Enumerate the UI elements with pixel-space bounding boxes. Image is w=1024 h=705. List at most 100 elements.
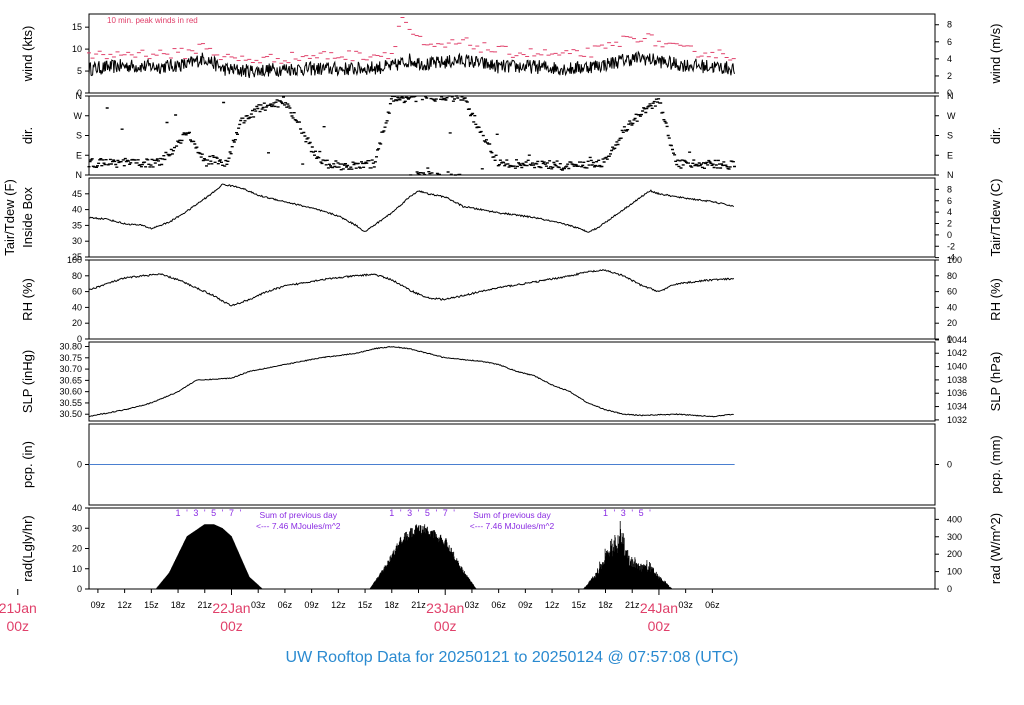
rad-hour-label: 1	[603, 508, 608, 518]
rh-series-line	[88, 269, 735, 307]
chart-title: UW Rooftop Data for 20250121 to 20250124…	[285, 649, 739, 666]
x-axis-date-time: 00z	[220, 618, 243, 634]
x-axis-tick-label: 03z	[251, 600, 266, 610]
rh-right-tick-label: 60	[947, 287, 957, 297]
x-axis-tick-label: 21z	[411, 600, 426, 610]
dir-series-marks	[87, 95, 736, 176]
wind-peak-note: 10 min. peak winds in red	[107, 16, 198, 25]
rad-right-tick-label: 200	[947, 549, 962, 559]
dir-ylabel-left: dir.	[20, 127, 35, 144]
dir-left-tick-label: S	[76, 131, 82, 141]
rad-hour-label: 5	[211, 508, 216, 518]
slp-left-tick-label: 30.55	[59, 398, 82, 408]
pcp-ylabel-left: pcp. (in)	[20, 441, 35, 488]
rad-right-tick-label: 100	[947, 567, 962, 577]
rh-left-tick-label: 20	[72, 318, 82, 328]
rad-hour-label: 3	[621, 508, 626, 518]
rad-hour-label: 1	[389, 508, 394, 518]
rh-left-tick-label: 60	[72, 287, 82, 297]
rad-hour-tick: '	[418, 508, 420, 518]
temp-series-line	[88, 183, 735, 233]
rad-hour-label: 7	[443, 508, 448, 518]
pcp-ylabel-right: pcp. (mm)	[988, 435, 1003, 494]
rad-left-tick-label: 0	[77, 584, 82, 594]
slp-left-tick-label: 30.80	[59, 342, 82, 352]
x-axis-tick-label: 21z	[625, 600, 640, 610]
dir-ylabel-right: dir.	[988, 127, 1003, 144]
x-axis-tick-label: 15z	[572, 600, 587, 610]
slp-right-tick-label: 1036	[947, 388, 967, 398]
rad-hour-label: 5	[639, 508, 644, 518]
x-axis-tick-label: 03z	[465, 600, 480, 610]
x-axis-tick-label: 15z	[144, 600, 159, 610]
slp-ylabel-left: SLP (inHg)	[20, 350, 35, 413]
x-axis-tick-label: 18z	[598, 600, 613, 610]
x-axis-date-label: 21Jan	[0, 600, 37, 616]
temp-right-tick-label: 2	[947, 219, 952, 229]
rad-sum-value: <--- 7.46 MJoules/m^2	[256, 521, 341, 531]
wind-left-tick-label: 10	[72, 44, 82, 54]
rad-hour-tick: '	[649, 508, 651, 518]
dir-right-tick-label: W	[947, 111, 956, 121]
rad-hour-label: 5	[425, 508, 430, 518]
wind-right-tick-label: 4	[947, 54, 952, 64]
rad-hour-tick: '	[186, 508, 188, 518]
rad-hour-label: 3	[407, 508, 412, 518]
x-axis-tick-label: 12z	[331, 600, 346, 610]
rad-sum-label: Sum of previous day	[473, 510, 551, 520]
rh-right-tick-label: 20	[947, 318, 957, 328]
dir-left-tick-label: N	[76, 91, 83, 101]
wind-series-line	[88, 50, 735, 79]
temp-right-tick-label: -2	[947, 241, 955, 251]
rad-left-tick-label: 10	[72, 564, 82, 574]
x-axis-tick-label: 09z	[304, 600, 319, 610]
temp-left-tick-label: 25	[72, 252, 82, 262]
slp-left-tick-label: 30.75	[59, 353, 82, 363]
temp-panel-frame	[88, 177, 936, 258]
temp-right-tick-label: 6	[947, 196, 952, 206]
rad-hour-tick: '	[204, 508, 206, 518]
x-axis-date-time: 00z	[648, 618, 671, 634]
x-axis-tick-label: 18z	[171, 600, 186, 610]
rh-left-tick-label: 100	[67, 255, 82, 265]
x-axis-tick-label: 06z	[278, 600, 293, 610]
rad-series-bars	[155, 521, 673, 589]
slp-left-tick-label: 30.60	[59, 387, 82, 397]
wind-right-tick-label: 0	[947, 88, 952, 98]
temp-left-tick-label: 35	[72, 220, 82, 230]
pcp-right-tick-label: 0	[947, 460, 952, 470]
rad-right-tick-label: 300	[947, 532, 962, 542]
rad-sum-value: <--- 7.46 MJoules/m^2	[470, 521, 555, 531]
rad-hour-label: 7	[229, 508, 234, 518]
rh-ylabel-left: RH (%)	[20, 278, 35, 321]
x-axis-tick-label: 09z	[91, 600, 106, 610]
x-axis-tick-label: 03z	[678, 600, 693, 610]
wind-left-tick-label: 15	[72, 22, 82, 32]
rad-right-tick-label: 0	[947, 584, 952, 594]
rh-right-tick-label: 0	[947, 334, 952, 344]
dir-panel-frame	[88, 95, 936, 176]
rh-right-tick-label: 100	[947, 255, 962, 265]
temp-ylabel-right: Tair/Tdew (C)	[988, 178, 1003, 256]
dir-right-tick-label: E	[947, 150, 953, 160]
wind-right-tick-label: 6	[947, 37, 952, 47]
slp-left-tick-label: 30.65	[59, 375, 82, 385]
slp-series-line	[88, 345, 734, 418]
rad-hour-tick: '	[453, 508, 455, 518]
rad-hour-tick: '	[400, 508, 402, 518]
rad-hour-tick: '	[240, 508, 242, 518]
dir-right-tick-label: N	[947, 170, 954, 180]
x-axis-date-label: 24Jan	[640, 600, 678, 616]
slp-left-tick-label: 30.50	[59, 409, 82, 419]
rad-hour-label: 3	[193, 508, 198, 518]
dir-right-tick-label: N	[947, 91, 954, 101]
temp-right-tick-label: -4	[947, 253, 955, 263]
rad-right-tick-label: 400	[947, 514, 962, 524]
wind-panel-frame	[88, 13, 936, 94]
x-axis-date-label: 22Jan	[212, 600, 250, 616]
rad-sum-label: Sum of previous day	[260, 510, 338, 520]
wind-left-tick-label: 0	[77, 88, 82, 98]
temp-left-tick-label: 40	[72, 205, 82, 215]
x-axis-tick-label: 15z	[358, 600, 373, 610]
